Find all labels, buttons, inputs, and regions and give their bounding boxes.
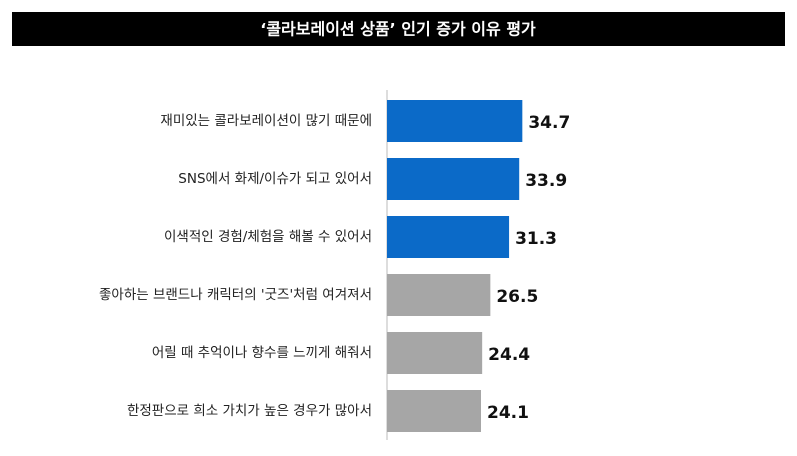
category-label: 재미있는 콜라보레이션이 많기 때문에 [160, 113, 372, 129]
value-label: 34.7 [528, 113, 570, 133]
chart-title: ‘콜라보레이션 상품’ 인기 증가 이유 평가 [260, 20, 536, 39]
bar [387, 332, 483, 374]
bar [387, 100, 523, 142]
title-bar [12, 12, 785, 46]
category-label: 어릴 때 추억이나 향수를 느끼게 해줘서 [152, 345, 372, 361]
bar [387, 216, 510, 258]
value-label: 24.1 [487, 403, 529, 423]
category-label: 한정판으로 희소 가치가 높은 경우가 많아서 [127, 403, 372, 419]
category-label: 이색적인 경험/체험을 해볼 수 있어서 [164, 229, 372, 245]
category-label: SNS에서 화제/이슈가 되고 있어서 [178, 171, 372, 187]
value-label: 26.5 [496, 287, 538, 307]
bar [387, 158, 520, 200]
value-label: 33.9 [525, 171, 567, 191]
category-label: 좋아하는 브랜드나 캐릭터의 '굿즈'처럼 여겨져서 [99, 287, 372, 303]
value-label: 24.4 [488, 345, 530, 365]
value-label: 31.3 [515, 229, 557, 249]
bar [387, 274, 491, 316]
bar [387, 390, 481, 432]
